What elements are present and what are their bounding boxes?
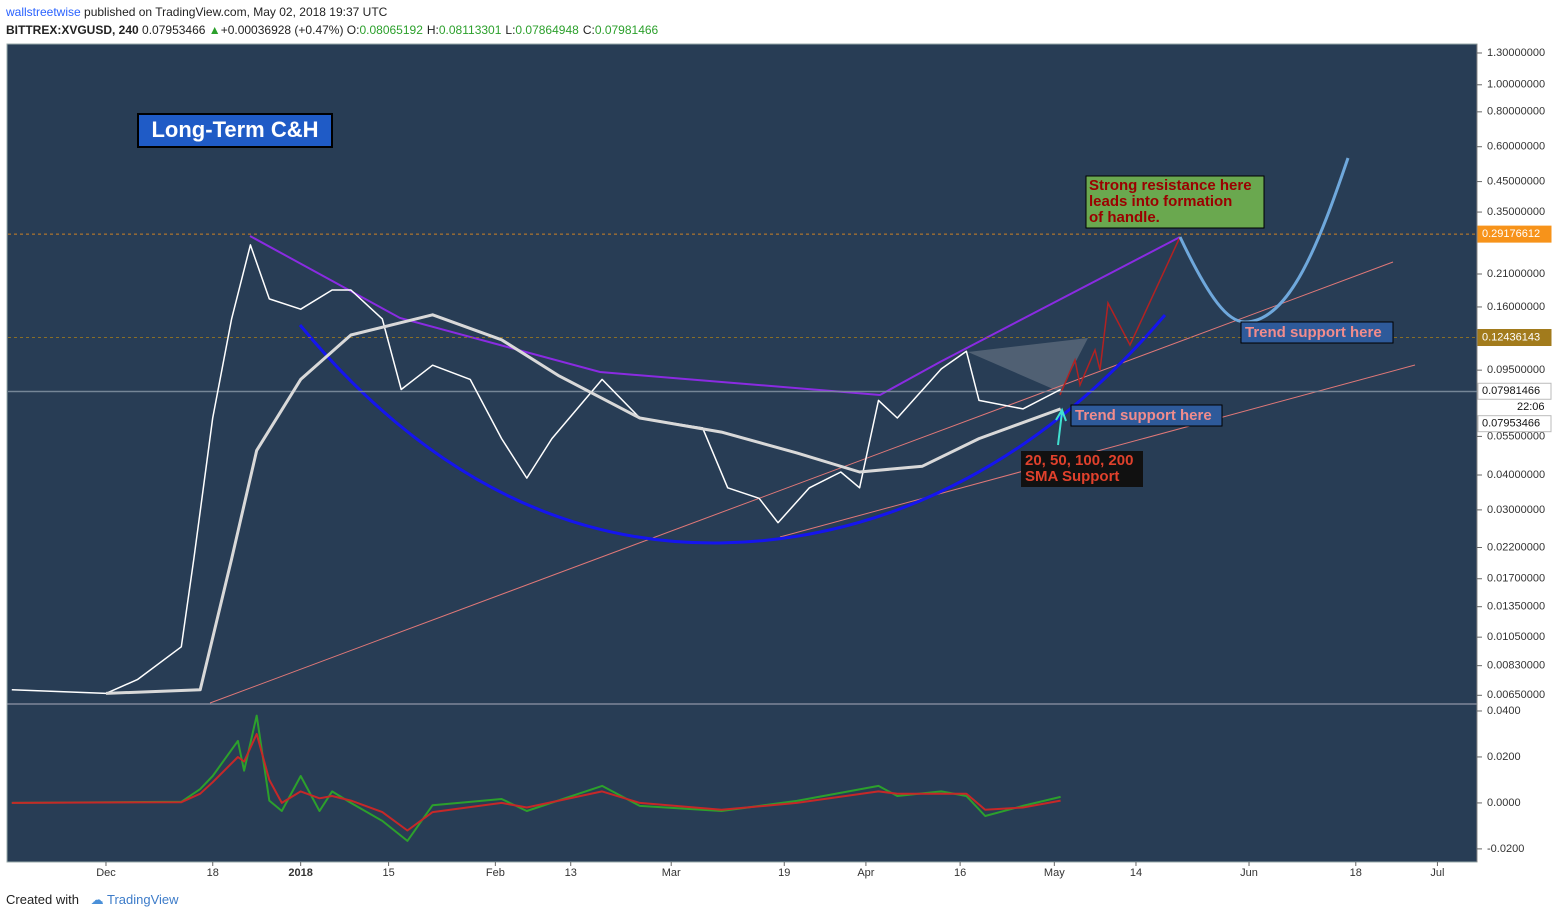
ohlc-price: 0.08065192 <box>359 23 423 37</box>
arrow <box>1055 407 1067 446</box>
y-tick-label: 0.01700000 <box>1487 573 1545 585</box>
price-label: 0.07981466 <box>1482 385 1540 397</box>
brand[interactable]: TradingView <box>107 892 179 907</box>
x-tick-label: Dec <box>96 867 116 879</box>
note-box <box>1021 451 1143 487</box>
ohlc-name: H: <box>426 23 439 37</box>
series-line <box>11 244 1061 695</box>
note-box <box>1085 175 1265 229</box>
ohlc-name: C: <box>582 23 595 37</box>
symbol: BITTREX:XVGUSD, 240 <box>6 23 139 37</box>
y-tick-label: 0.00650000 <box>1487 689 1545 701</box>
price-label-box <box>1477 382 1552 400</box>
y-tick-label: 0.09500000 <box>1487 364 1545 376</box>
x-tick-label: Feb <box>486 867 505 879</box>
ohlc-name: L: <box>505 23 516 37</box>
ohlc-name: O: <box>346 23 360 37</box>
y-tick-label: 0.16000000 <box>1487 301 1545 313</box>
title-text: Long-Term C&H <box>151 117 318 142</box>
x-tick-label: 2018 <box>288 867 312 879</box>
note-text: Trend support here <box>1075 407 1212 424</box>
change: +0.00036928 (+0.47%) <box>220 23 344 37</box>
y-tick-label: -0.0200 <box>1487 843 1524 855</box>
projection-curve <box>1178 157 1350 324</box>
x-tick-label: 13 <box>565 867 577 879</box>
y-tick-label: 0.05500000 <box>1487 430 1545 442</box>
header: wallstreetwise published on TradingView.… <box>6 3 662 39</box>
footer: Created with ☁ TradingView <box>6 892 179 908</box>
author[interactable]: wallstreetwise <box>6 5 81 19</box>
note-box <box>1070 404 1223 427</box>
y-tick-label: 0.02200000 <box>1487 541 1545 553</box>
x-tick-label: Apr <box>857 867 874 879</box>
price-label-box <box>1477 329 1552 347</box>
up-arrow: ▲ <box>208 23 221 37</box>
plot-area <box>6 43 1478 863</box>
price-label: 0.29176612 <box>1482 228 1540 240</box>
price-label-box <box>1477 415 1552 433</box>
note-text: Strong resistance here <box>1089 177 1252 194</box>
resistance-line <box>249 235 1181 397</box>
y-tick-label: 1.30000000 <box>1487 47 1545 59</box>
publish-line: wallstreetwise published on TradingView.… <box>6 3 662 21</box>
y-tick-label: 0.04000000 <box>1487 469 1545 481</box>
ohlc: O:0.08065192 H:0.08113301 L:0.07864948 C:0.… <box>347 23 662 37</box>
x-tick-label: 18 <box>1350 867 1362 879</box>
created-with: Created with <box>6 892 79 907</box>
annotations: Long-Term C&H Strong resistance here lea… <box>137 113 1394 487</box>
y-tick-label: 0.00830000 <box>1487 660 1545 672</box>
y-tick-label: 0.01050000 <box>1487 631 1545 643</box>
x-tick-label: 19 <box>778 867 790 879</box>
y-tick-label: 0.21000000 <box>1487 268 1545 280</box>
x-tick-label: 18 <box>207 867 219 879</box>
price-label-box <box>1477 225 1552 243</box>
y-tick-label: 0.80000000 <box>1487 106 1545 118</box>
y-tick-label: 0.35000000 <box>1487 206 1545 218</box>
ohlc-price: 0.07864948 <box>515 23 579 37</box>
y-tick-label: 0.60000000 <box>1487 141 1545 153</box>
note-text: Trend support here <box>1245 324 1382 341</box>
x-tick-label: Jul <box>1430 867 1444 879</box>
x-tick-label: Jun <box>1240 867 1258 879</box>
y-tick-label: 0.0400 <box>1487 705 1521 717</box>
price-label: 0.12436143 <box>1482 331 1540 343</box>
axes: 1.30000000 1.00000000 0.80000000 0.60000000… <box>96 47 1552 879</box>
last: 0.07953466 <box>142 23 206 37</box>
title-box <box>137 113 333 148</box>
y-tick-label: 0.01350000 <box>1487 601 1545 613</box>
x-tick-label: 14 <box>1130 867 1142 879</box>
logo: ☁ <box>90 892 104 907</box>
x-tick-label: Mar <box>662 867 681 879</box>
drawings <box>209 157 1416 704</box>
quote-line: BITTREX:XVGUSD, 240 0.07953466 ▲+0.00036… <box>6 21 662 39</box>
cup-curve <box>298 314 1167 545</box>
published: published on TradingView.com, May 02, 20… <box>80 5 388 19</box>
note-text: leads into formation <box>1089 193 1232 210</box>
ohlc-price: 0.07981466 <box>594 23 659 37</box>
x-tick-label: 16 <box>954 867 966 879</box>
series-line <box>105 313 1062 695</box>
x-tick-label: May <box>1044 867 1065 879</box>
price-label: 0.07953466 <box>1482 418 1540 430</box>
series-layer <box>8 233 1477 842</box>
countdown: 22:06 <box>1517 401 1545 413</box>
y-tick-label: 1.00000000 <box>1487 79 1545 91</box>
y-tick-label: 0.0200 <box>1487 751 1521 763</box>
x-tick-label: 15 <box>382 867 394 879</box>
note-text: SMA Support <box>1025 468 1119 485</box>
series-line <box>11 733 1061 832</box>
shade <box>968 338 1088 392</box>
note-box <box>1240 321 1394 344</box>
y-tick-label: 0.0000 <box>1487 797 1521 809</box>
ohlc-price: 0.08113301 <box>438 23 502 37</box>
y-tick-label: 0.03000000 <box>1487 504 1545 516</box>
note-text: of handle. <box>1089 209 1160 226</box>
note-text: 20, 50, 100, 200 <box>1025 452 1133 469</box>
y-tick-label: 0.45000000 <box>1487 176 1545 188</box>
